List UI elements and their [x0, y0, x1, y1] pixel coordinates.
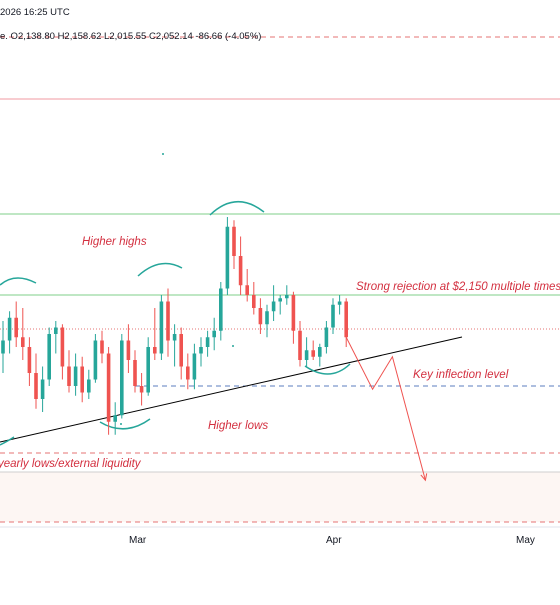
candle-body: [252, 295, 256, 308]
x-tick-mar: Mar: [129, 535, 147, 546]
candle-body: [166, 301, 170, 341]
yearly-lows-label: yearly lows/external liquidity: [0, 458, 142, 470]
candle-body: [7, 317, 12, 341]
high-arc-2: [137, 262, 183, 277]
candle-body: [40, 379, 45, 399]
stray-dot-3: [120, 423, 122, 425]
candle-body: [159, 301, 164, 354]
candle-body: [285, 295, 289, 299]
candle-body: [344, 301, 348, 338]
candle-body: [291, 295, 296, 331]
candle-body: [93, 340, 98, 380]
candle-body: [73, 366, 78, 386]
candle-body: [21, 337, 25, 347]
candle-body: [265, 311, 269, 325]
high-arc-1: [0, 277, 37, 286]
candle-body: [87, 379, 91, 393]
candle-body: [120, 340, 124, 416]
candle-body: [126, 340, 131, 360]
candle-body: [100, 340, 104, 354]
candle-body: [113, 415, 117, 422]
candle-body: [67, 366, 71, 386]
candle-body: [219, 288, 223, 331]
candle-body: [278, 298, 282, 302]
candle-body: [133, 360, 137, 386]
candle-body: [199, 347, 203, 354]
candle-body: [1, 340, 5, 354]
candle-body: [179, 334, 183, 367]
candle-body: [212, 330, 216, 338]
higher-lows-label: Higher lows: [208, 420, 268, 432]
candle-body: [60, 327, 65, 367]
candle-body: [245, 285, 249, 295]
low-arc-2: [99, 418, 151, 430]
candle-body: [80, 366, 84, 393]
candle-body: [47, 334, 51, 380]
candle-body: [139, 386, 144, 393]
candle-body: [331, 304, 335, 328]
candle-body: [54, 327, 58, 334]
yearly-lows-zone: [0, 472, 560, 522]
higher-highs-label: Higher highs: [82, 236, 147, 248]
key-inflection-label: Key inflection level: [413, 369, 509, 381]
low-arc-3: [304, 363, 351, 375]
projection-path: [345, 337, 426, 481]
candle-body: [14, 317, 18, 338]
candle-body: [324, 327, 329, 347]
candle-body: [34, 373, 38, 399]
candle-body: [311, 350, 315, 357]
candle-body: [318, 347, 322, 357]
candle-body: [153, 347, 157, 354]
candle-body: [304, 350, 309, 360]
header-ohlc: e. O2,138.80 H2,158.62 L2,015.55 C2,052.…: [0, 31, 261, 42]
stray-dot-2: [232, 345, 234, 347]
candle-body: [106, 353, 111, 422]
candle-body: [258, 308, 263, 325]
x-tick-may: May: [516, 535, 535, 546]
candle-body: [232, 226, 236, 256]
x-tick-apr: Apr: [326, 535, 342, 546]
candle-body: [27, 347, 32, 373]
projection-arrowhead: [420, 473, 428, 482]
support-trendline: [0, 336, 463, 443]
strong-rejection-label: Strong rejection at $2,150 multiple time…: [356, 281, 560, 293]
high-arc-3: [209, 200, 265, 216]
stray-dot-1: [162, 153, 164, 155]
candle-body: [337, 301, 342, 305]
projection-layer: [345, 337, 428, 482]
low-arc-1: [0, 436, 15, 446]
candle-body: [298, 330, 302, 360]
candle-body: [271, 301, 276, 312]
candle-body: [205, 337, 210, 347]
candle-body: [186, 366, 190, 380]
candle-body: [146, 347, 150, 393]
header-timestamp: 2026 16:25 UTC: [0, 7, 70, 18]
candle-body: [238, 256, 243, 286]
candle-body: [225, 226, 230, 289]
candle-body: [192, 353, 197, 380]
candles-layer: [1, 217, 348, 435]
candle-body: [172, 334, 177, 341]
